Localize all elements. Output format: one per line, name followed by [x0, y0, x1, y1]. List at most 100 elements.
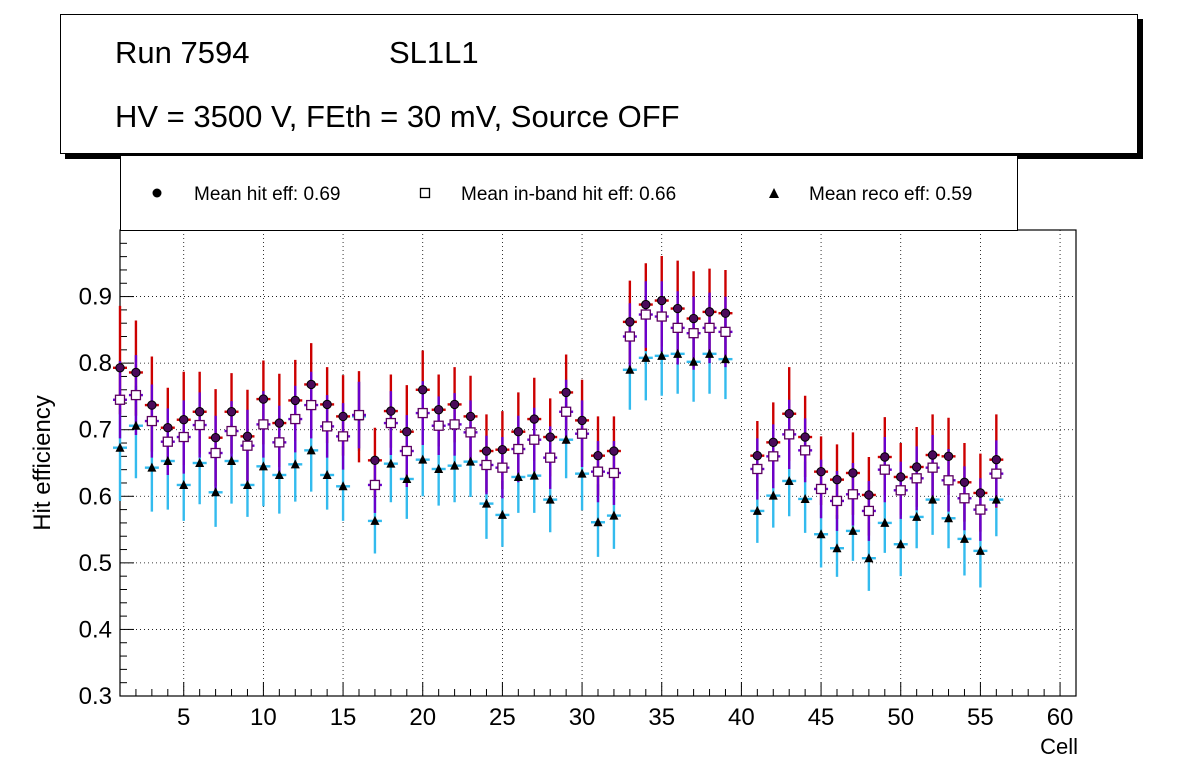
hit-point [194, 407, 205, 417]
layer-label: SL1L1 [389, 35, 479, 70]
x-tick-label: 25 [489, 704, 516, 731]
inband-point [592, 466, 604, 477]
inband-point [624, 331, 636, 342]
hit-marker-icon [152, 188, 162, 198]
hit-point [800, 432, 810, 442]
x-tick-label: 60 [1047, 704, 1074, 731]
inband-point [975, 504, 986, 515]
hit-point [179, 415, 189, 425]
inband-point [242, 440, 253, 451]
reco-point [386, 458, 396, 468]
hit-point [577, 415, 587, 426]
reco-point [242, 479, 252, 489]
reco-point [227, 456, 237, 466]
inband-point [401, 445, 412, 457]
reco-point [848, 525, 858, 535]
reco-point [577, 468, 587, 478]
inband-point [258, 419, 269, 430]
hit-point [370, 455, 380, 466]
reco-point [131, 420, 141, 430]
hit-point [991, 454, 1002, 465]
hit-point [896, 472, 906, 482]
hit-point [593, 450, 603, 461]
inband-point [321, 421, 333, 432]
reco-point [673, 348, 683, 358]
y-tick-label: 0.9 [79, 284, 112, 311]
reco-point [641, 352, 651, 362]
hit-point [927, 450, 938, 460]
y-tick-label: 0.6 [79, 483, 112, 510]
reco-point [338, 481, 348, 491]
inband-point [417, 407, 428, 419]
reco-point [896, 539, 906, 549]
inband-point [576, 428, 588, 439]
inband-point [449, 419, 460, 430]
hit-point [641, 299, 651, 310]
reco-point [322, 469, 332, 479]
inband-point [943, 475, 954, 486]
inband-point [146, 415, 158, 427]
inband-point [640, 309, 651, 320]
legend-reco-label: Mean reco eff: 0.59 [809, 184, 973, 205]
legend: Mean hit eff: 0.69 Mean in-band hit eff:… [120, 156, 1018, 231]
reco-point [944, 513, 954, 523]
reco-point [625, 364, 635, 374]
reco-point [179, 479, 189, 489]
inband-point [895, 485, 906, 496]
inband-point [720, 326, 731, 338]
reco-point [609, 510, 619, 520]
hit-point [433, 405, 444, 415]
inband-point [545, 452, 556, 463]
hit-point [402, 427, 412, 437]
hit-point [163, 423, 173, 433]
inband-point [656, 311, 667, 322]
inband-point [465, 427, 476, 438]
inband-point [481, 459, 492, 471]
inband-point [194, 419, 205, 431]
data-points [113, 255, 1004, 591]
x-tick-label: 10 [250, 704, 277, 731]
reco-point [593, 517, 603, 527]
hit-point [832, 474, 842, 485]
inband-point [863, 505, 875, 517]
hit-point [657, 295, 667, 306]
hit-point [561, 387, 571, 398]
x-tick-label: 40 [728, 704, 755, 731]
inband-point [353, 409, 365, 421]
hit-point [258, 394, 269, 404]
reco-point [800, 493, 810, 503]
x-tick-label: 55 [967, 704, 994, 731]
hit-point [338, 411, 348, 422]
reco-point [370, 515, 380, 525]
hit-point [911, 462, 922, 472]
hit-point [975, 488, 986, 498]
reco-point [768, 490, 778, 500]
inband-point [560, 406, 572, 417]
y-tick-label: 0.3 [79, 683, 112, 710]
reco-point [545, 494, 555, 504]
reco-point [450, 460, 460, 470]
legend-inband-label: Mean in-band hit eff: 0.66 [461, 184, 677, 205]
hit-point [672, 303, 683, 314]
hit-point [147, 400, 157, 410]
reco-point [418, 454, 428, 464]
inband-point [672, 322, 683, 334]
reco-point [832, 543, 842, 553]
x-tick-label: 45 [808, 704, 835, 731]
inband-point [847, 489, 859, 500]
inband-point [162, 436, 173, 447]
hit-point [784, 409, 794, 419]
x-tick-label: 5 [177, 704, 190, 731]
inband-point [608, 467, 620, 479]
reco-point [147, 462, 157, 472]
x-tick-label: 20 [409, 704, 436, 731]
hit-point [226, 407, 237, 417]
inband-point [815, 483, 827, 495]
x-tick-label: 35 [648, 704, 675, 731]
hit-point [481, 446, 492, 456]
hit-point [752, 450, 763, 461]
inband-point [911, 473, 922, 484]
reco-point [880, 517, 890, 527]
inband-point [290, 413, 301, 425]
y-tick-label: 0.8 [79, 350, 112, 377]
